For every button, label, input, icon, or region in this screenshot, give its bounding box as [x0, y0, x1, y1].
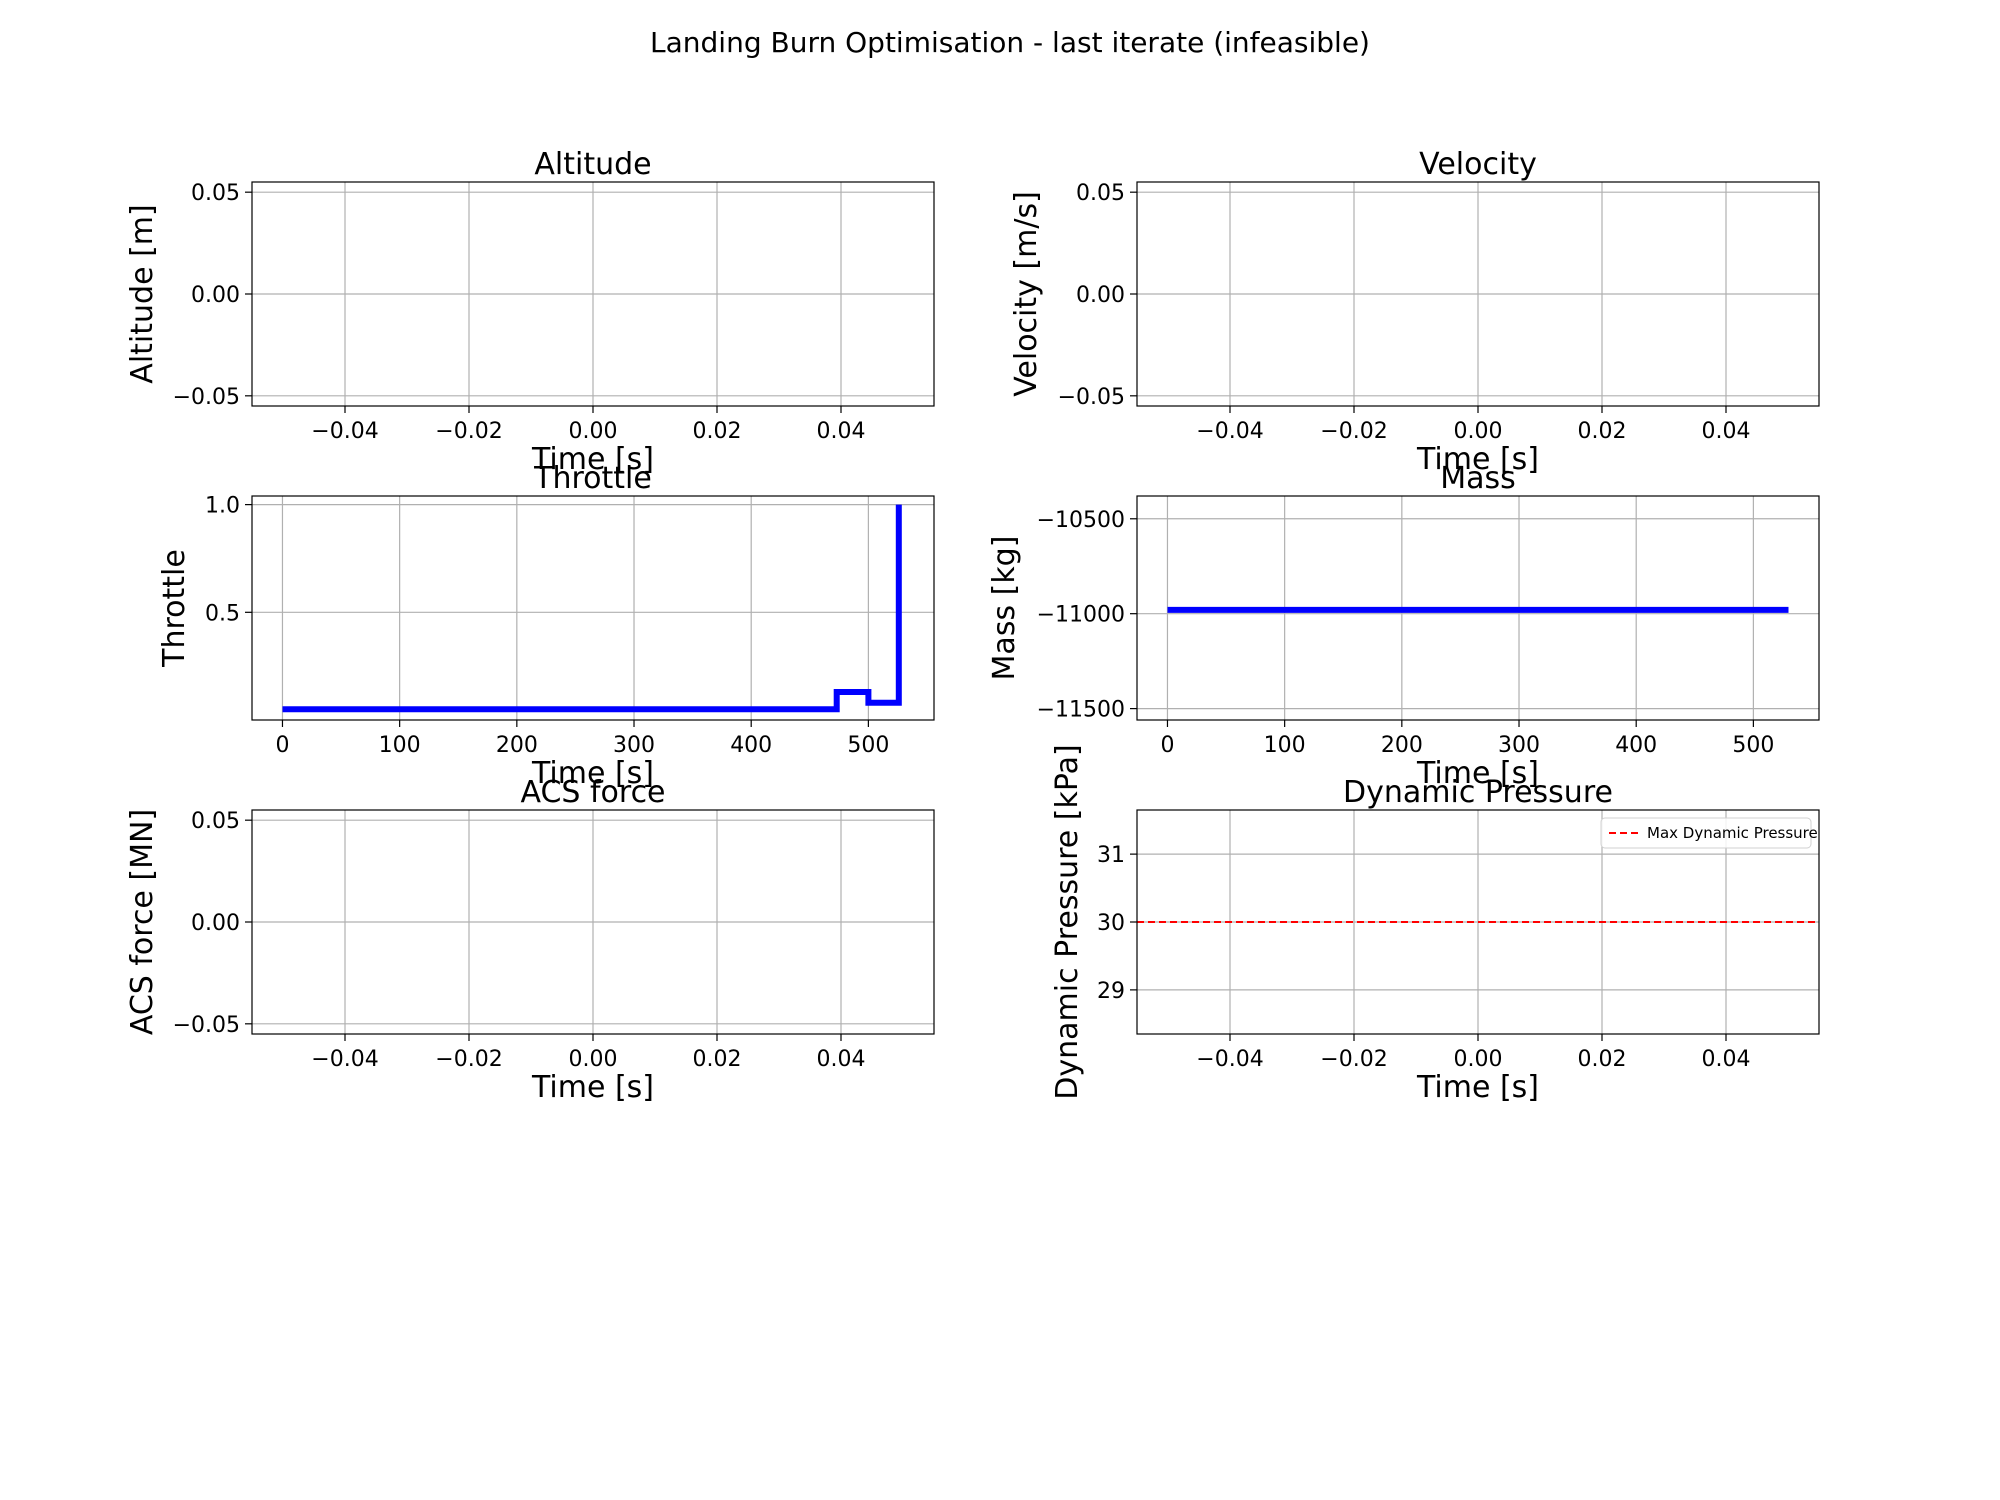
- x-tick-label: −0.02: [1320, 1047, 1387, 1072]
- x-tick-label: 0.00: [569, 1047, 618, 1072]
- dynpressure-xlabel: Time [s]: [1416, 1070, 1539, 1105]
- x-tick-label: 0.02: [1578, 419, 1627, 444]
- x-tick-label: 0.04: [817, 419, 866, 444]
- mass-ylabel: Mass [kg]: [987, 536, 1022, 681]
- figure-title: Landing Burn Optimisation - last iterate…: [650, 26, 1370, 59]
- y-tick-label: −11000: [1037, 603, 1125, 628]
- altitude-title: Altitude: [534, 147, 651, 182]
- x-tick-label: 0: [1160, 733, 1174, 758]
- x-tick-label: 0.04: [817, 1047, 866, 1072]
- x-tick-label: 400: [730, 733, 772, 758]
- legend: Max Dynamic Pressure: [1600, 817, 1818, 849]
- x-tick-label: −0.02: [1320, 419, 1387, 444]
- x-tick-label: 0.04: [1702, 419, 1751, 444]
- y-tick-label: 0.00: [191, 911, 240, 936]
- x-tick-label: 0.02: [1578, 1047, 1627, 1072]
- x-tick-label: 0.02: [693, 1047, 742, 1072]
- x-tick-label: 300: [613, 733, 655, 758]
- y-tick-label: −0.05: [173, 385, 240, 410]
- x-tick-label: 200: [496, 733, 538, 758]
- x-tick-label: −0.04: [1196, 419, 1263, 444]
- altitude-ylabel: Altitude [m]: [125, 204, 160, 383]
- acs-xlabel: Time [s]: [531, 1070, 654, 1105]
- y-tick-label: −0.05: [1058, 385, 1125, 410]
- legend-box: [1600, 817, 1812, 849]
- x-tick-label: −0.02: [435, 1047, 502, 1072]
- dynpressure-ylabel: Dynamic Pressure [kPa]: [1050, 744, 1085, 1099]
- y-tick-label: −11500: [1037, 698, 1125, 723]
- y-tick-label: 0.05: [191, 181, 240, 206]
- velocity-title: Velocity: [1419, 147, 1537, 182]
- y-tick-label: 0.00: [1076, 283, 1125, 308]
- x-tick-label: 100: [1264, 733, 1306, 758]
- y-tick-label: 0.5: [205, 601, 240, 626]
- y-tick-label: −10500: [1037, 508, 1125, 533]
- velocity-xlabel: Time [s]: [1416, 442, 1539, 477]
- mass-xlabel: Time [s]: [1416, 756, 1539, 791]
- x-tick-label: 500: [847, 733, 889, 758]
- x-tick-label: 300: [1498, 733, 1540, 758]
- legend-label: Max Dynamic Pressure: [1647, 824, 1818, 842]
- x-tick-label: 0.02: [693, 419, 742, 444]
- y-tick-label: 30: [1097, 911, 1125, 936]
- throttle-xlabel: Time [s]: [531, 756, 654, 791]
- x-tick-label: −0.02: [435, 419, 502, 444]
- x-tick-label: 200: [1381, 733, 1423, 758]
- throttle-series-line: [282, 504, 902, 713]
- y-tick-label: 29: [1097, 979, 1125, 1004]
- acs-ylabel: ACS force [MN]: [125, 809, 160, 1035]
- y-tick-label: 0.00: [191, 283, 240, 308]
- subplot-throttle: 0 100 200 300 400 500 0.5 1.0 Throttle Time [s] Th…: [157, 461, 935, 791]
- acs-title: ACS force: [520, 775, 665, 810]
- subplot-velocity: −0.04 −0.02 0.00 0.02 0.04 −0.05 0.00 0.05 Veloc…: [1009, 147, 1820, 477]
- subplot-dynpressure: −0.04 −0.02 0.00 0.02 0.04 29 30 31 Dynamic Pres…: [1050, 744, 1820, 1105]
- x-tick-label: 0.04: [1702, 1047, 1751, 1072]
- x-tick-label: 0.00: [1454, 419, 1503, 444]
- x-tick-label: −0.04: [311, 419, 378, 444]
- x-tick-label: 0.00: [1454, 1047, 1503, 1072]
- dynpressure-title: Dynamic Pressure: [1343, 775, 1613, 810]
- subplot-grid: −0.04 −0.02 0.00 0.02 0.04 −0.05 0.00 0.05 Altit…: [125, 147, 1820, 1105]
- velocity-ylabel: Velocity [m/s]: [1009, 191, 1044, 397]
- altitude-xlabel: Time [s]: [531, 442, 654, 477]
- throttle-title: Throttle: [533, 461, 652, 496]
- y-tick-label: 0.05: [1076, 181, 1125, 206]
- subplot-acs: −0.04 −0.02 0.00 0.02 0.04 −0.05 0.00 0.05 ACS f…: [125, 775, 935, 1105]
- x-tick-label: −0.04: [1196, 1047, 1263, 1072]
- axes-frame: [251, 495, 935, 721]
- y-tick-label: 1.0: [205, 494, 240, 519]
- throttle-ylabel: Throttle: [157, 549, 192, 668]
- x-tick-label: 400: [1615, 733, 1657, 758]
- subplot-mass: 0 100 200 300 400 500 −11500 −11000 −10500 Mass Ti…: [987, 461, 1820, 791]
- x-tick-label: 0: [275, 733, 289, 758]
- x-tick-label: 500: [1732, 733, 1774, 758]
- x-tick-label: 100: [379, 733, 421, 758]
- y-tick-label: −0.05: [173, 1013, 240, 1038]
- axes-frame: [1136, 495, 1820, 721]
- mass-title: Mass: [1440, 461, 1516, 496]
- x-tick-label: 0.00: [569, 419, 618, 444]
- y-tick-label: 0.05: [191, 809, 240, 834]
- subplot-altitude: −0.04 −0.02 0.00 0.02 0.04 −0.05 0.00 0.05 Altit…: [125, 147, 935, 477]
- x-tick-label: −0.04: [311, 1047, 378, 1072]
- y-tick-label: 31: [1097, 843, 1125, 868]
